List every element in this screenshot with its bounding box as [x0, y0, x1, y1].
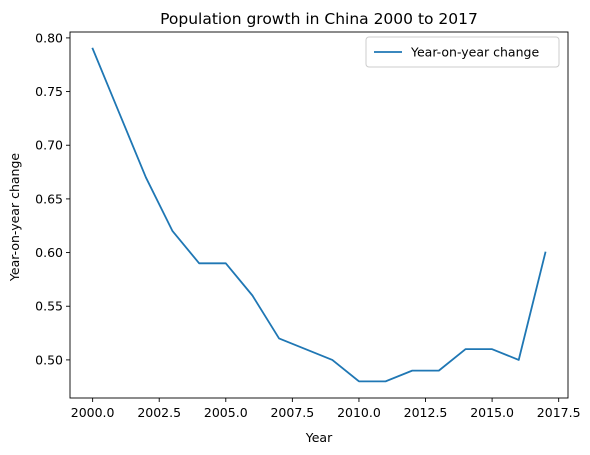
data-point [91, 47, 94, 50]
x-tick-label: 2007.5 [270, 405, 314, 420]
legend-label: Year-on-year change [410, 45, 539, 60]
y-tick-label: 0.50 [35, 352, 63, 367]
data-point [251, 294, 254, 297]
data-point [411, 369, 414, 372]
data-point [198, 262, 201, 265]
data-point [304, 348, 307, 351]
y-tick-label: 0.55 [35, 299, 63, 314]
data-point [437, 369, 440, 372]
data-point [517, 358, 520, 361]
y-axis: 0.50 0.55 0.60 0.65 0.70 0.75 0.80 [35, 30, 70, 367]
axes-frame [69, 31, 569, 399]
x-axis-label: Year [305, 430, 333, 445]
x-tick-label: 2010.0 [337, 405, 381, 420]
x-tick-label: 2005.0 [204, 405, 248, 420]
y-tick-label: 0.70 [35, 138, 63, 153]
x-tick-label: 2000.0 [71, 405, 115, 420]
data-point [357, 380, 360, 383]
data-point [464, 348, 467, 351]
x-tick-label: 2002.5 [137, 405, 181, 420]
data-point [544, 251, 547, 254]
x-tick-label: 2012.5 [404, 405, 448, 420]
data-point [118, 111, 121, 114]
y-axis-label: Year-on-year change [7, 153, 22, 282]
data-point [331, 358, 334, 361]
data-point [171, 229, 174, 232]
x-axis: 2000.0 2002.5 2005.0 2007.5 2010.0 2012.5 2015… [71, 398, 581, 420]
y-tick-label: 0.65 [35, 191, 63, 206]
y-tick-label: 0.75 [35, 84, 63, 99]
legend: Year-on-year change [365, 36, 560, 68]
plot-area [69, 31, 569, 399]
data-point [144, 176, 147, 179]
chart-title: Population growth in China 2000 to 2017 [160, 10, 478, 28]
data-point [491, 348, 494, 351]
y-tick-label: 0.80 [35, 30, 63, 45]
x-tick-label: 2015.0 [470, 405, 514, 420]
data-point [384, 380, 387, 383]
data-point [277, 337, 280, 340]
data-point [224, 262, 227, 265]
x-tick-label: 2017.5 [537, 405, 581, 420]
series-line [91, 47, 547, 383]
legend-box [365, 36, 560, 68]
series-layer [91, 47, 547, 383]
y-tick-label: 0.60 [35, 245, 63, 260]
